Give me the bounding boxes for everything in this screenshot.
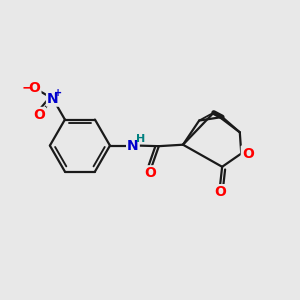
Text: O: O	[28, 81, 40, 95]
Text: O: O	[242, 146, 254, 161]
Text: N: N	[47, 92, 58, 106]
Text: N: N	[127, 139, 139, 153]
Text: O: O	[214, 185, 226, 199]
Text: O: O	[33, 108, 45, 122]
Text: O: O	[145, 166, 157, 180]
Text: +: +	[54, 88, 62, 98]
Text: H: H	[136, 134, 145, 144]
Text: −: −	[22, 80, 33, 94]
